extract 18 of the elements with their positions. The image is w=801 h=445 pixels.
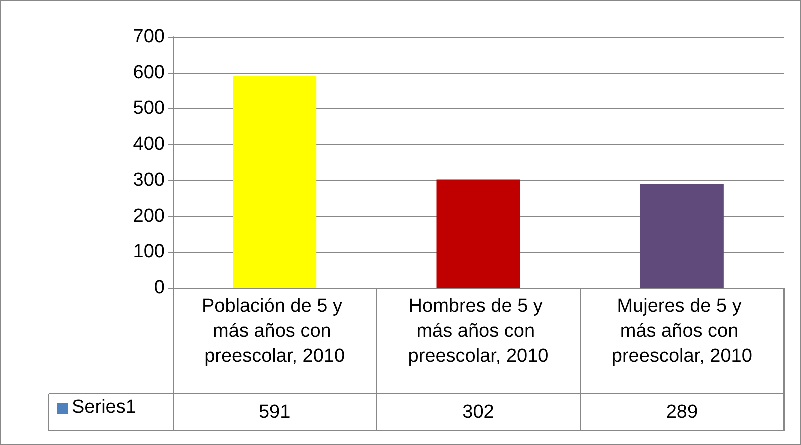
data-label: 302: [462, 402, 494, 423]
bar: [640, 184, 724, 288]
data-label: 591: [258, 402, 291, 423]
text: Series1: [72, 397, 136, 419]
y-tick-label: 300: [133, 170, 165, 191]
y-tick-label: 500: [133, 98, 165, 120]
bar: [436, 180, 520, 288]
x-tick-label: Población de 5 y más años con preescolar, 2010: [202, 296, 348, 367]
y-tick-label: 0: [154, 278, 165, 298]
y-tick-label: 700: [133, 26, 165, 48]
y-tick-label: 200: [133, 206, 165, 227]
y-tick-label: 600: [133, 62, 165, 84]
bar: [233, 76, 317, 288]
x-tick-label: Mujeres de 5 y más años con preescolar, 2010: [612, 296, 752, 367]
x-tick-label: Hombres de 5 y más años con preescolar, 2010: [408, 296, 549, 367]
y-tick-label: 400: [133, 134, 165, 156]
y-tick-label: 100: [133, 242, 165, 263]
data-label: 289: [666, 402, 698, 423]
